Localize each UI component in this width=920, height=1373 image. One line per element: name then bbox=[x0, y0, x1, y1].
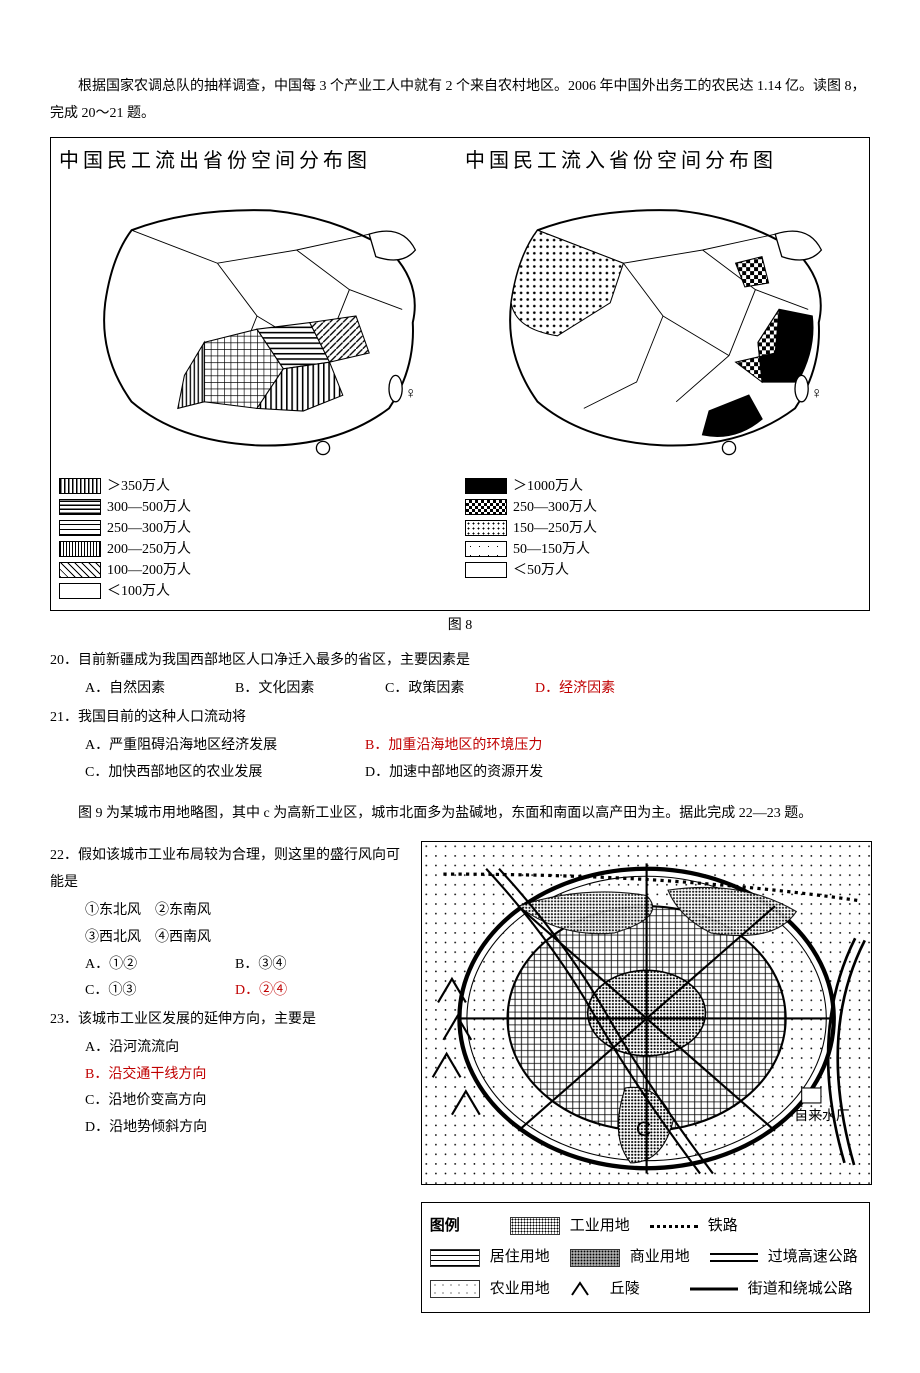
lg-road: 街道和绕城公路 bbox=[748, 1275, 853, 1304]
q21-options-1: A．严重阻碍沿海地区经济发展 B．加重沿海地区的环境压力 bbox=[85, 733, 870, 760]
lg-residential: 居住用地 bbox=[490, 1243, 560, 1272]
lg-industrial: 工业用地 bbox=[570, 1212, 640, 1241]
q21-stem: 21．我国目前的这种人口流动将 bbox=[50, 705, 870, 732]
left-map-panel: 中国民工流出省份空间分布图 ♀ ＞350万人 bbox=[59, 142, 455, 602]
legend-label: 50—150万人 bbox=[513, 539, 590, 560]
lg-railway: 铁路 bbox=[708, 1212, 778, 1241]
legend-label: ＜50万人 bbox=[513, 560, 569, 581]
legend-label: 100—200万人 bbox=[107, 560, 191, 581]
q20-C: C．政策因素 bbox=[385, 676, 535, 703]
q21-D: D．加速中部地区的资源开发 bbox=[365, 760, 645, 787]
legend-label: 250—300万人 bbox=[513, 497, 597, 518]
legend-title: 图例 bbox=[430, 1212, 500, 1241]
left-legend: ＞350万人 300—500万人 250—300万人 200—250万人 100… bbox=[59, 476, 455, 602]
q20-B: B．文化因素 bbox=[235, 676, 385, 703]
q20-options: A．自然因素 B．文化因素 C．政策因素 D．经济因素 bbox=[85, 676, 870, 703]
china-inflow-map: ♀ bbox=[465, 184, 861, 461]
lg-farmland: 农业用地 bbox=[490, 1275, 560, 1304]
q23-D: D．沿地势倾斜方向 bbox=[85, 1115, 411, 1142]
figure9-legend: 图例 工业用地 铁路 居住用地 商业用地 过境高速公路 农业用地 丘陵 bbox=[421, 1202, 870, 1314]
q21-options-2: C．加快西部地区的农业发展 D．加速中部地区的资源开发 bbox=[85, 760, 870, 787]
q20-stem: 20．目前新疆成为我国西部地区人口净迁入最多的省区，主要因素是 bbox=[50, 648, 870, 675]
right-map-panel: 中国民工流入省份空间分布图 ♀ ＞1000万人 bbox=[465, 142, 861, 602]
right-legend: ＞1000万人 250—300万人 150—250万人 50—150万人 ＜50… bbox=[465, 476, 861, 581]
q23-B: B．沿交通干线方向 bbox=[85, 1062, 411, 1089]
lg-highway: 过境高速公路 bbox=[768, 1243, 858, 1272]
q22-stem: 22．假如该城市工业布局较为合理，则这里的盛行风向可能是 bbox=[50, 843, 411, 896]
q21-B: B．加重沿海地区的环境压力 bbox=[365, 733, 645, 760]
q22-C: C．①③ bbox=[85, 978, 235, 1005]
figure-8: 中国民工流出省份空间分布图 ♀ ＞350万人 bbox=[50, 137, 870, 611]
q22-B: B．③④ bbox=[235, 952, 385, 979]
figure8-caption: 图 8 bbox=[50, 613, 870, 640]
q21-C: C．加快西部地区的农业发展 bbox=[85, 760, 365, 787]
label-c: C bbox=[636, 1117, 651, 1141]
label-water: 自来水厂 bbox=[794, 1107, 850, 1123]
legend-label: 250—300万人 bbox=[107, 518, 191, 539]
china-outflow-map: ♀ bbox=[59, 184, 455, 461]
right-map-title: 中国民工流入省份空间分布图 bbox=[465, 142, 861, 180]
legend-label: 150—250万人 bbox=[513, 518, 597, 539]
q22-D: D．②④ bbox=[235, 978, 385, 1005]
q20-A: A．自然因素 bbox=[85, 676, 235, 703]
legend-label: ＞1000万人 bbox=[513, 476, 583, 497]
q23-stem: 23．该城市工业区发展的延伸方向，主要是 bbox=[50, 1007, 411, 1034]
q23-A: A．沿河流流向 bbox=[85, 1035, 411, 1062]
legend-label: ＞350万人 bbox=[107, 476, 170, 497]
lg-commercial: 商业用地 bbox=[630, 1243, 700, 1272]
svg-text:♀: ♀ bbox=[405, 385, 417, 402]
intro2-text: 图 9 为某城市用地略图，其中 c 为高新工业区，城市北面多为盐碱地，东面和南面… bbox=[50, 801, 870, 828]
legend-label: 300—500万人 bbox=[107, 497, 191, 518]
q20-D: D．经济因素 bbox=[535, 676, 685, 703]
q22-items2: ③西北风 ④西南风 bbox=[85, 925, 411, 952]
lg-hill: 丘陵 bbox=[610, 1275, 680, 1304]
q23-C: C．沿地价变高方向 bbox=[85, 1088, 411, 1115]
left-map-title: 中国民工流出省份空间分布图 bbox=[59, 142, 455, 180]
svg-text:♀: ♀ bbox=[811, 385, 823, 402]
city-landuse-map: C 自来水厂 bbox=[421, 841, 872, 1185]
intro-text: 根据国家农调总队的抽样调查，中国每 3 个产业工人中就有 2 个来自农村地区。2… bbox=[50, 74, 870, 127]
q22-A: A．①② bbox=[85, 952, 235, 979]
q22-items: ①东北风 ②东南风 bbox=[85, 898, 411, 925]
q21-A: A．严重阻碍沿海地区经济发展 bbox=[85, 733, 365, 760]
legend-label: ＜100万人 bbox=[107, 581, 170, 602]
legend-label: 200—250万人 bbox=[107, 539, 191, 560]
